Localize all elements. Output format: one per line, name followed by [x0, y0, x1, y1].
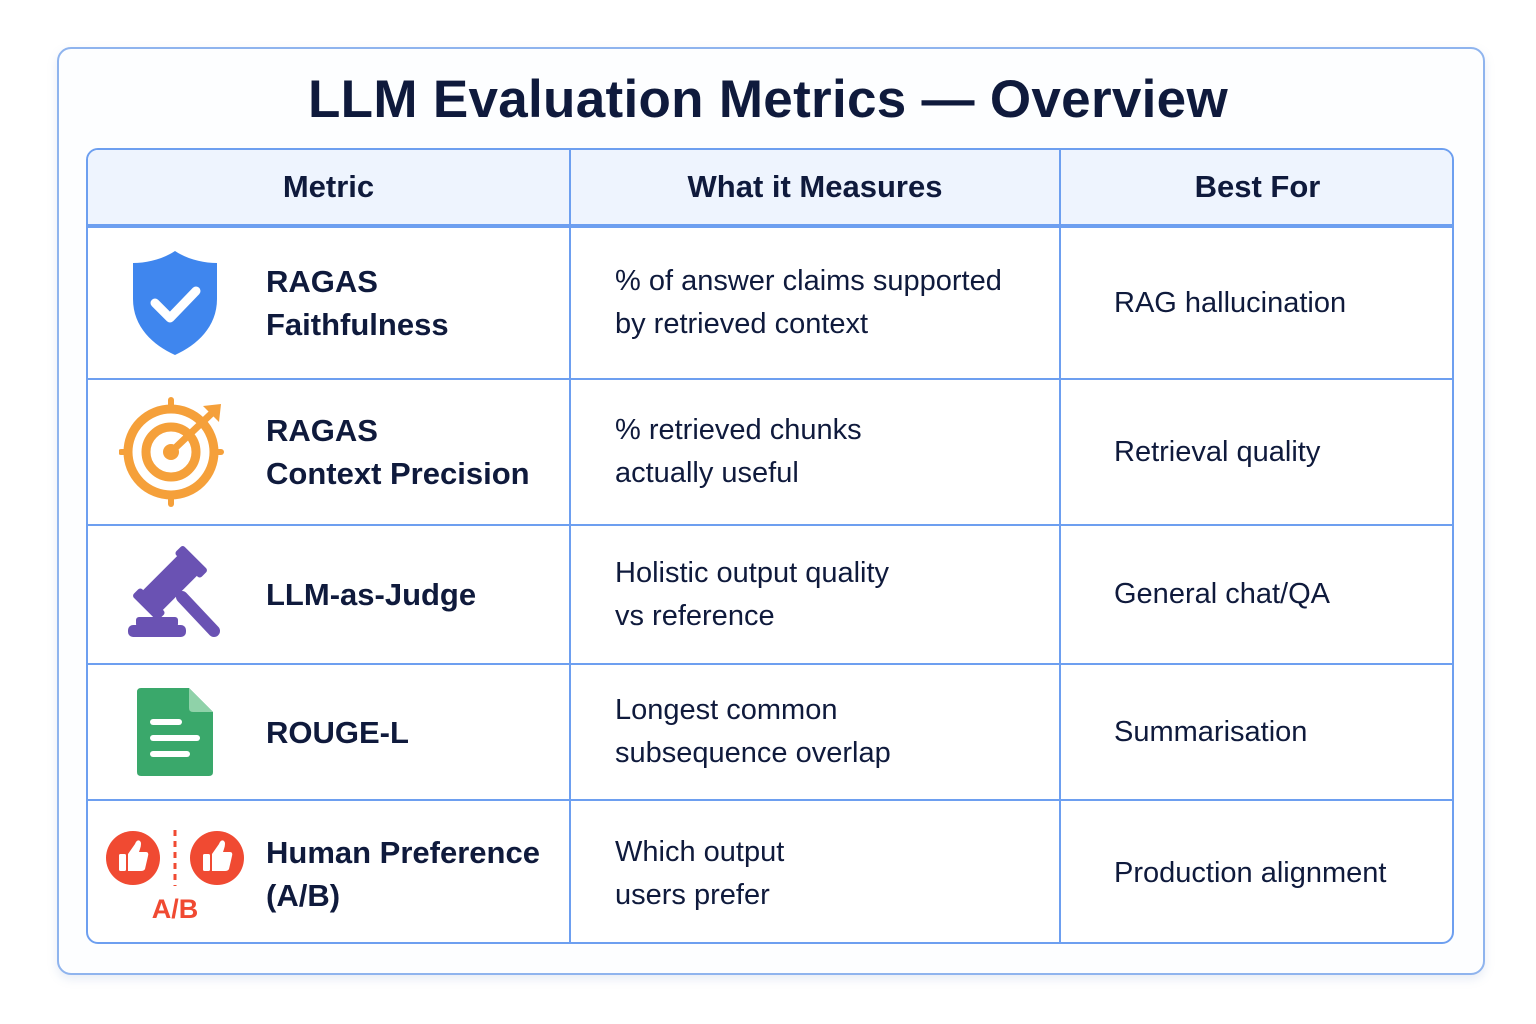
document-icon	[110, 665, 240, 799]
gavel-icon	[110, 526, 240, 663]
measure-description: % of answer claims supported by retrieve…	[615, 228, 1055, 378]
measure-line: Which output	[615, 835, 785, 868]
metric-name-line: (A/B)	[266, 877, 341, 913]
measure-line: % retrieved chunks	[615, 414, 862, 446]
measure-description: % retrieved chunks actually useful	[615, 380, 1055, 524]
metric-name-line: Human Preference	[266, 834, 540, 870]
metric-name-line: LLM-as-Judge	[266, 577, 477, 612]
table-row: RAGAS Faithfulness % of answer claims su…	[88, 226, 1452, 378]
column-divider	[1059, 228, 1061, 378]
best-for-value: Production alignment	[1114, 857, 1387, 889]
column-divider	[569, 526, 571, 663]
thumbs-up-ab-icon: A/B	[100, 801, 250, 942]
metric-name-line: Faithfulness	[266, 307, 449, 342]
table-row: A/B Human Preference (A/B) Which output …	[88, 799, 1452, 942]
column-divider	[569, 228, 571, 378]
best-for-value: RAG hallucination	[1114, 286, 1347, 319]
column-header-what-it-measures: What it Measures	[687, 169, 943, 204]
column-header-metric: Metric	[282, 169, 375, 204]
metric-name: RAGAS Context Precision	[266, 380, 566, 524]
column-divider	[569, 380, 571, 524]
table-header-row: Metric What it Measures Best For	[88, 150, 1452, 226]
metric-name-line: RAGAS	[266, 413, 378, 448]
metrics-table: Metric What it Measures Best For RAGAS F…	[86, 148, 1454, 944]
target-icon	[110, 380, 240, 524]
measure-line: subsequence overlap	[615, 737, 891, 769]
measure-line: vs reference	[615, 599, 775, 632]
shield-check-icon	[110, 228, 240, 378]
best-for-value: Summarisation	[1114, 715, 1308, 748]
column-divider	[1059, 665, 1061, 799]
column-divider	[1059, 526, 1061, 663]
measure-line: Holistic output quality	[615, 556, 890, 589]
column-divider	[569, 801, 571, 942]
measure-line: users prefer	[615, 878, 770, 911]
metric-name: Human Preference (A/B)	[266, 801, 566, 942]
page-title: LLM Evaluation Metrics — Overview	[308, 70, 1228, 129]
measure-line: Longest common	[615, 694, 838, 726]
measure-line: % of answer claims supported	[615, 265, 1002, 297]
measure-line: by retrieved context	[615, 308, 869, 340]
column-divider	[1059, 801, 1061, 942]
ab-label: A/B	[152, 894, 199, 924]
metric-name: ROUGE-L	[266, 665, 566, 799]
metric-name-line: Context Precision	[266, 456, 530, 491]
metric-name-line: RAGAS	[266, 264, 378, 299]
table-row: RAGAS Context Precision % retrieved chun…	[88, 378, 1452, 524]
metric-name: RAGAS Faithfulness	[266, 228, 566, 378]
measure-description: Holistic output quality vs reference	[615, 526, 1055, 663]
measure-description: Which output users prefer	[615, 801, 1055, 942]
best-for-value: General chat/QA	[1114, 578, 1330, 610]
best-for-value: Retrieval quality	[1114, 435, 1321, 468]
metric-name: LLM-as-Judge	[266, 526, 566, 663]
measure-line: actually useful	[615, 457, 799, 489]
column-header-best-for: Best For	[1194, 169, 1321, 204]
table-row: LLM-as-Judge Holistic output quality vs …	[88, 524, 1452, 663]
column-divider	[569, 150, 571, 224]
measure-description: Longest common subsequence overlap	[615, 665, 1055, 799]
column-divider	[569, 665, 571, 799]
column-divider	[1059, 150, 1061, 224]
metric-name-line: ROUGE-L	[266, 714, 409, 750]
table-row: ROUGE-L Longest common subsequence overl…	[88, 663, 1452, 799]
column-divider	[1059, 380, 1061, 524]
